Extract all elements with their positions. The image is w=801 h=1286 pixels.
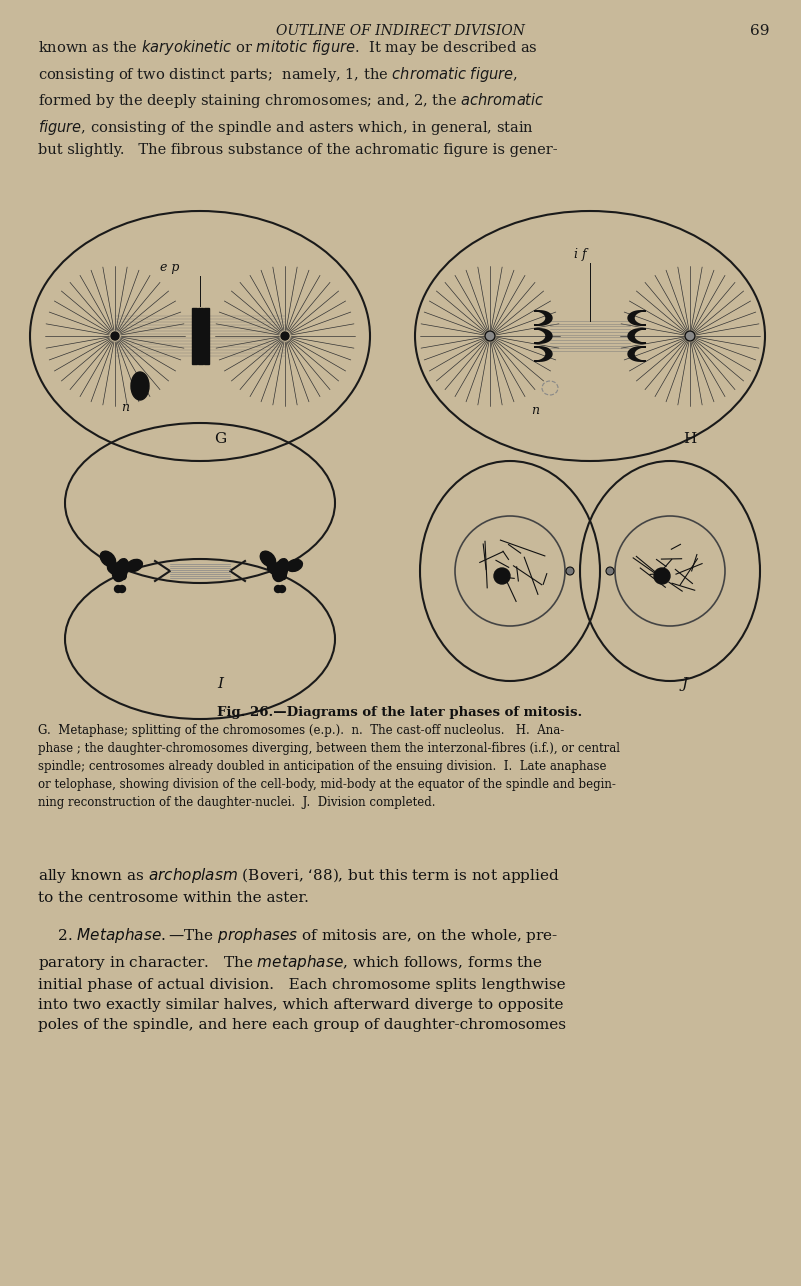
Polygon shape: [628, 347, 646, 361]
Bar: [203, 309, 208, 364]
Circle shape: [111, 332, 119, 340]
Ellipse shape: [127, 559, 143, 571]
Ellipse shape: [118, 570, 127, 580]
Text: known as the $\it{karyokinetic}$ or $\it{mitotic\ figure}$.  It may be described: known as the $\it{karyokinetic}$ or $\it…: [38, 39, 557, 157]
Polygon shape: [534, 329, 552, 343]
Circle shape: [279, 585, 285, 593]
Circle shape: [654, 568, 670, 584]
Ellipse shape: [107, 562, 123, 575]
Text: G: G: [214, 432, 226, 446]
Text: Fig. 26.—Diagrams of the later phases of mitosis.: Fig. 26.—Diagrams of the later phases of…: [217, 706, 582, 719]
Text: G.  Metaphase; splitting of the chromosomes (e.p.).  n.  The cast-off nucleolus.: G. Metaphase; splitting of the chromosom…: [38, 724, 620, 809]
Text: n: n: [531, 404, 539, 417]
Polygon shape: [628, 329, 646, 343]
Bar: [191, 309, 196, 364]
Ellipse shape: [116, 558, 128, 574]
Text: H: H: [683, 432, 697, 446]
Ellipse shape: [273, 568, 283, 577]
Text: i f: i f: [574, 248, 586, 261]
Ellipse shape: [278, 561, 289, 574]
Text: n: n: [121, 401, 129, 414]
Ellipse shape: [260, 552, 276, 567]
Circle shape: [485, 331, 495, 341]
Polygon shape: [628, 311, 646, 325]
Circle shape: [566, 567, 574, 575]
Ellipse shape: [113, 568, 123, 577]
Circle shape: [606, 567, 614, 575]
Text: I: I: [217, 676, 223, 691]
Circle shape: [119, 585, 126, 593]
Text: ally known as $\it{archoplasm}$ (Boveri, ‘88), but this term is not applied
to t: ally known as $\it{archoplasm}$ (Boveri,…: [38, 865, 560, 905]
Circle shape: [494, 568, 510, 584]
Ellipse shape: [287, 559, 303, 571]
Ellipse shape: [268, 562, 283, 575]
Ellipse shape: [112, 561, 127, 581]
Polygon shape: [534, 347, 552, 361]
Circle shape: [281, 332, 289, 340]
Polygon shape: [534, 311, 552, 325]
Ellipse shape: [276, 558, 288, 574]
Text: OUTLINE OF INDIRECT DIVISION: OUTLINE OF INDIRECT DIVISION: [276, 24, 525, 39]
Ellipse shape: [272, 561, 288, 581]
Ellipse shape: [100, 552, 115, 567]
Text: 69: 69: [751, 24, 770, 39]
Ellipse shape: [118, 561, 129, 574]
Circle shape: [685, 331, 695, 341]
Bar: [65, 550, 335, 592]
Text: e p: e p: [160, 261, 179, 274]
Ellipse shape: [131, 372, 149, 400]
Circle shape: [115, 585, 122, 593]
Ellipse shape: [277, 570, 286, 580]
Circle shape: [275, 585, 281, 593]
Text: 2. $\it{Metaphase.}$—The $\it{prophases}$ of mitosis are, on the whole, pre-
par: 2. $\it{Metaphase.}$—The $\it{prophases}…: [38, 926, 566, 1031]
Text: J: J: [682, 676, 688, 691]
Bar: [198, 309, 203, 364]
